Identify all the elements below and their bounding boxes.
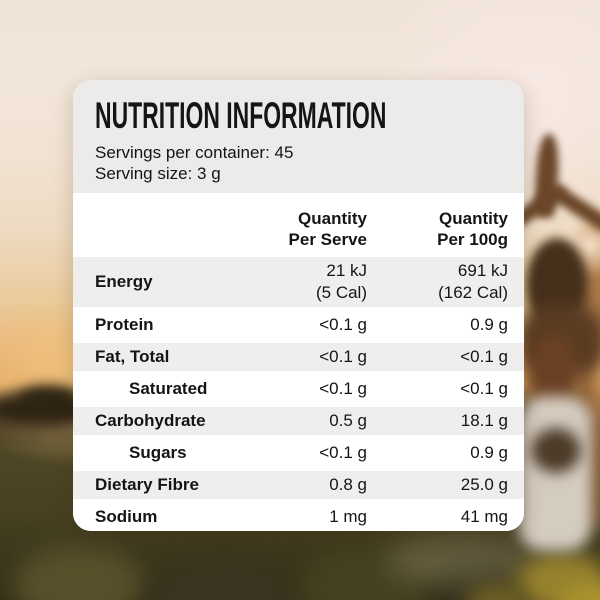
value-per-serve: 0.8 g	[329, 475, 367, 494]
value-per-serve: <0.1 g	[319, 443, 367, 462]
value-per-serve: <0.1 g	[319, 315, 367, 334]
column-per-serve: Quantity Per Serve	[255, 208, 367, 250]
row-label: Sugars	[129, 443, 187, 462]
table-row-dietary-fibre: Dietary Fibre 0.8 g 25.0 g	[73, 471, 524, 499]
column-per-100g-line1: Quantity	[439, 209, 508, 228]
value-per-100g: 25.0 g	[460, 475, 508, 494]
value-per-serve: 0.5 g	[329, 411, 367, 430]
row-label: Carbohydrate	[95, 411, 206, 430]
horizon-trees	[18, 386, 78, 412]
value-per-100g: <0.1 g	[460, 379, 508, 398]
value-per-100g: 691 kJ (162 Cal)	[438, 261, 508, 302]
table-row-sugars: Sugars <0.1 g 0.9 g	[73, 439, 524, 467]
table-row-protein: Protein <0.1 g 0.9 g	[73, 311, 524, 339]
value-per-100g: 0.9 g	[470, 443, 508, 462]
row-label: Fat, Total	[95, 347, 170, 366]
column-header-row: Quantity Per Serve Quantity Per 100g	[73, 193, 524, 257]
person-shirt	[518, 396, 592, 551]
value-per-100g: 0.9 g	[470, 315, 508, 334]
column-per-100g-line2: Per 100g	[437, 230, 508, 249]
serving-size: Serving size: 3 g	[95, 164, 221, 183]
value-per-serve: <0.1 g	[319, 347, 367, 366]
nutrition-panel: NUTRITION INFORMATION Servings per conta…	[73, 80, 524, 531]
table-row-energy: Energy 21 kJ (5 Cal) 691 kJ (162 Cal)	[73, 257, 524, 307]
row-label: Dietary Fibre	[95, 475, 199, 494]
value-per-100g: 18.1 g	[460, 411, 508, 430]
row-label: Saturated	[129, 379, 208, 398]
person-braid	[531, 428, 581, 473]
panel-header-section: NUTRITION INFORMATION Servings per conta…	[73, 80, 524, 193]
column-per-100g: Quantity Per 100g	[367, 208, 508, 250]
table-row-saturated: Saturated <0.1 g <0.1 g	[73, 375, 524, 403]
column-per-serve-line2: Per Serve	[288, 230, 367, 249]
column-per-serve-line1: Quantity	[298, 209, 367, 228]
field-light-patch	[388, 532, 538, 587]
value-per-serve: 21 kJ (5 Cal)	[315, 261, 367, 302]
row-label: Protein	[95, 315, 154, 334]
value-per-100g: <0.1 g	[460, 347, 508, 366]
servings-per-container: Servings per container: 45	[95, 143, 294, 162]
panel-title: NUTRITION INFORMATION	[95, 95, 387, 136]
row-label: Sodium	[95, 507, 158, 526]
table-row-sodium: Sodium 1 mg 41 mg	[73, 503, 524, 531]
value-per-100g: 41 mg	[460, 507, 508, 526]
value-per-serve: 1 mg	[329, 507, 367, 526]
yellow-flowers	[466, 583, 531, 600]
row-label: Energy	[95, 272, 153, 291]
table-row-fat-total: Fat, Total <0.1 g <0.1 g	[73, 343, 524, 371]
table-row-carbohydrate: Carbohydrate 0.5 g 18.1 g	[73, 407, 524, 435]
value-per-serve: <0.1 g	[319, 379, 367, 398]
